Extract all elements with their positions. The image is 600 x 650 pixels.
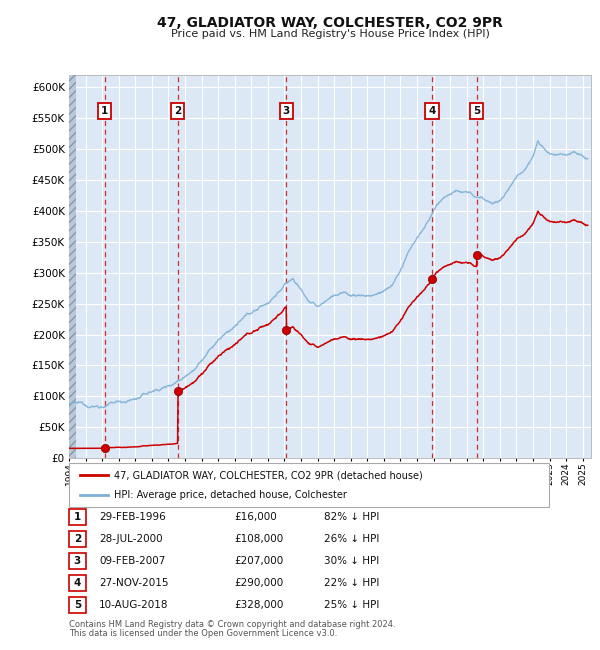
Text: £16,000: £16,000 xyxy=(234,512,277,522)
Text: 2: 2 xyxy=(174,106,181,116)
Text: 22% ↓ HPI: 22% ↓ HPI xyxy=(324,578,379,588)
Text: 30% ↓ HPI: 30% ↓ HPI xyxy=(324,556,379,566)
Text: 82% ↓ HPI: 82% ↓ HPI xyxy=(324,512,379,522)
Text: 25% ↓ HPI: 25% ↓ HPI xyxy=(324,600,379,610)
Text: £108,000: £108,000 xyxy=(234,534,283,544)
Text: 1: 1 xyxy=(74,512,81,522)
Text: 47, GLADIATOR WAY, COLCHESTER, CO2 9PR: 47, GLADIATOR WAY, COLCHESTER, CO2 9PR xyxy=(157,16,503,31)
Text: 09-FEB-2007: 09-FEB-2007 xyxy=(99,556,166,566)
Text: 47, GLADIATOR WAY, COLCHESTER, CO2 9PR (detached house): 47, GLADIATOR WAY, COLCHESTER, CO2 9PR (… xyxy=(114,470,423,480)
Text: 10-AUG-2018: 10-AUG-2018 xyxy=(99,600,169,610)
Text: 4: 4 xyxy=(428,106,436,116)
Text: 2: 2 xyxy=(74,534,81,544)
Text: 4: 4 xyxy=(74,578,81,588)
Text: Price paid vs. HM Land Registry's House Price Index (HPI): Price paid vs. HM Land Registry's House … xyxy=(170,29,490,38)
Text: 5: 5 xyxy=(473,106,481,116)
Text: 3: 3 xyxy=(283,106,290,116)
Text: £328,000: £328,000 xyxy=(234,600,283,610)
Text: HPI: Average price, detached house, Colchester: HPI: Average price, detached house, Colc… xyxy=(114,489,347,500)
Text: £207,000: £207,000 xyxy=(234,556,283,566)
Text: £290,000: £290,000 xyxy=(234,578,283,588)
Text: 3: 3 xyxy=(74,556,81,566)
Text: 28-JUL-2000: 28-JUL-2000 xyxy=(99,534,163,544)
Text: 26% ↓ HPI: 26% ↓ HPI xyxy=(324,534,379,544)
Text: 1: 1 xyxy=(101,106,109,116)
Text: This data is licensed under the Open Government Licence v3.0.: This data is licensed under the Open Gov… xyxy=(69,629,337,638)
Text: 5: 5 xyxy=(74,600,81,610)
Text: Contains HM Land Registry data © Crown copyright and database right 2024.: Contains HM Land Registry data © Crown c… xyxy=(69,619,395,629)
Text: 27-NOV-2015: 27-NOV-2015 xyxy=(99,578,169,588)
Text: 29-FEB-1996: 29-FEB-1996 xyxy=(99,512,166,522)
